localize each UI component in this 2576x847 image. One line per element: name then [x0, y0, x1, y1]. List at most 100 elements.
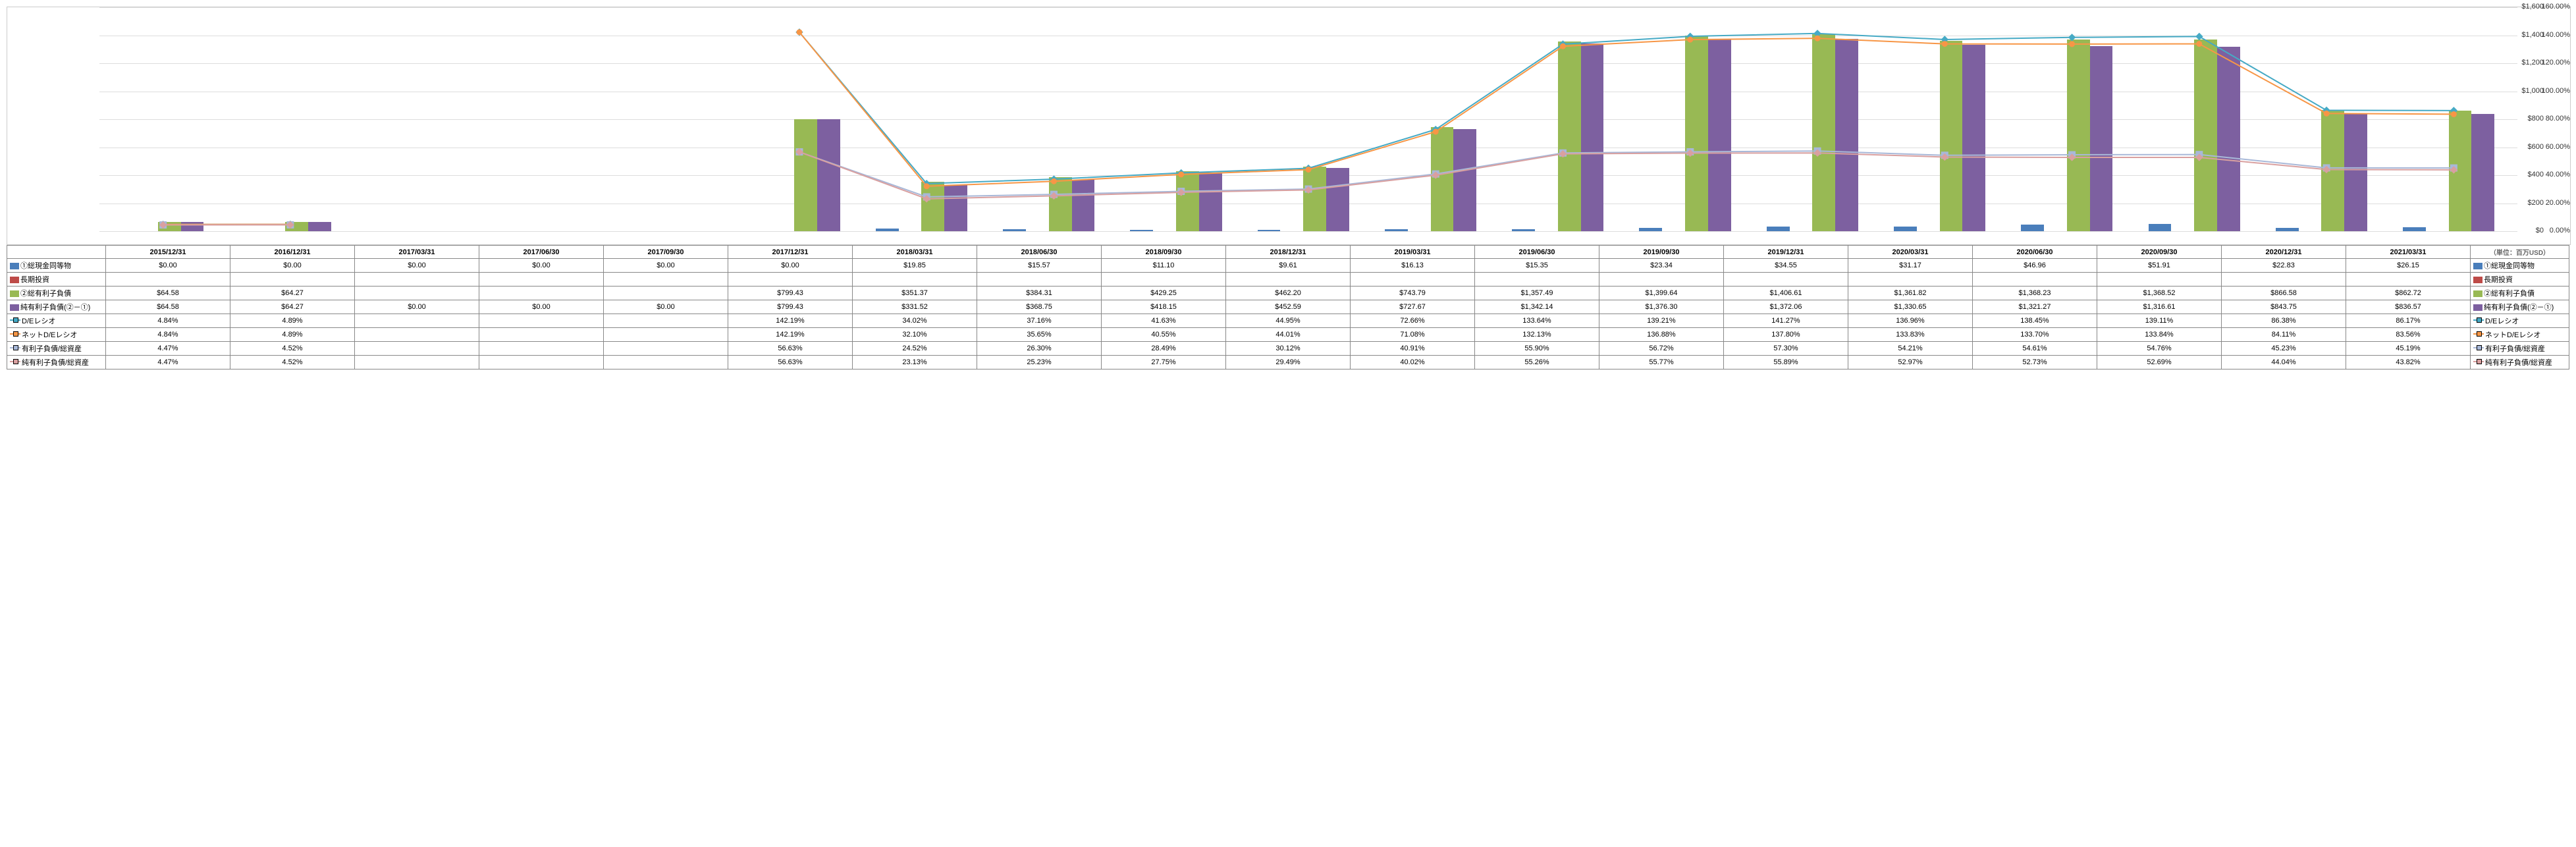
bar-netdebt — [1581, 43, 1604, 231]
data-cell: 52.97% — [1848, 356, 1973, 369]
data-cell: 83.56% — [2346, 328, 2471, 342]
bar-cash — [1894, 227, 1917, 231]
data-cell: 44.95% — [1226, 314, 1351, 328]
bar-netdebt — [1199, 173, 1222, 231]
data-cell: 52.69% — [2097, 356, 2222, 369]
data-cell — [479, 356, 604, 369]
data-cell: 23.13% — [853, 356, 977, 369]
marker-de — [796, 29, 803, 36]
data-cell: $15.57 — [977, 259, 1102, 273]
data-cell — [479, 342, 604, 356]
percent-axis-tick: 0.00% — [2541, 227, 2570, 234]
data-cell: 55.77% — [1599, 356, 1724, 369]
data-cell — [604, 273, 728, 287]
data-cell: 55.26% — [1475, 356, 1599, 369]
bar-totaldebt — [794, 119, 817, 231]
data-cell: 133.70% — [1973, 328, 2097, 342]
bar-totaldebt — [2321, 110, 2344, 231]
data-cell: 32.10% — [853, 328, 977, 342]
data-cell: $64.27 — [230, 287, 355, 300]
bar-totaldebt — [1303, 167, 1326, 231]
data-cell: $16.13 — [1351, 259, 1475, 273]
data-cell: $1,321.27 — [1973, 300, 2097, 314]
data-cell: $0.00 — [230, 259, 355, 273]
data-cell: 132.13% — [1475, 328, 1599, 342]
date-header: 2019/06/30 — [1475, 246, 1599, 259]
data-cell: 142.19% — [728, 328, 853, 342]
data-cell: 141.27% — [1724, 314, 1848, 328]
data-cell: 45.23% — [2222, 342, 2346, 356]
data-cell: 27.75% — [1102, 356, 1226, 369]
data-cell: 71.08% — [1351, 328, 1475, 342]
data-cell: 139.21% — [1599, 314, 1724, 328]
series-label-left: ①総現金同等物 — [7, 259, 106, 273]
data-cell: 139.11% — [2097, 314, 2222, 328]
data-cell: $0.00 — [604, 300, 728, 314]
data-cell: 4.52% — [230, 356, 355, 369]
bar-totaldebt — [921, 182, 944, 231]
data-cell — [355, 287, 479, 300]
data-cell: $1,342.14 — [1475, 300, 1599, 314]
series-name: 純有利子負債(②－①) — [20, 304, 90, 312]
date-header: 2015/12/31 — [106, 246, 230, 259]
bar-netdebt — [2471, 114, 2494, 231]
date-header: 2021/03/31 — [2346, 246, 2471, 259]
data-cell — [1226, 273, 1351, 287]
series-label-left: 有利子負債/総資産 — [7, 342, 106, 356]
data-cell: 4.47% — [106, 356, 230, 369]
data-cell: 136.88% — [1599, 328, 1724, 342]
data-cell: $1,372.06 — [1724, 300, 1848, 314]
series-label-left: D/Eレシオ — [7, 314, 106, 328]
series-label-left: ②総有利子負債 — [7, 287, 106, 300]
data-cell: 136.96% — [1848, 314, 1973, 328]
series-name: D/Eレシオ — [22, 317, 55, 325]
data-cell: $1,376.30 — [1599, 300, 1724, 314]
data-cell: $418.15 — [1102, 300, 1226, 314]
date-header: 2016/12/31 — [230, 246, 355, 259]
data-cell: 54.61% — [1973, 342, 2097, 356]
bar-cash — [2149, 224, 2172, 231]
data-cell: $843.75 — [2222, 300, 2346, 314]
bar-netdebt — [817, 119, 840, 231]
corner-cell — [7, 246, 106, 259]
data-cell: 45.19% — [2346, 342, 2471, 356]
data-cell: $23.34 — [1599, 259, 1724, 273]
series-name: 有利子負債/総資産 — [22, 345, 82, 353]
data-cell: $1,368.52 — [2097, 287, 2222, 300]
date-header: 2018/12/31 — [1226, 246, 1351, 259]
bar-netdebt — [1326, 168, 1349, 231]
data-cell: $1,368.23 — [1973, 287, 2097, 300]
date-header: 2019/03/31 — [1351, 246, 1475, 259]
series-name: ②総有利子負債 — [2484, 290, 2535, 298]
table-row: ②総有利子負債$64.58$64.27$799.43$351.37$384.31… — [7, 287, 2569, 300]
percent-axis-tick: 100.00% — [2541, 87, 2570, 95]
bar-netdebt — [1453, 129, 1476, 231]
data-cell — [604, 356, 728, 369]
date-header: 2017/12/31 — [728, 246, 853, 259]
data-table: 2015/12/312016/12/312017/03/312017/06/30… — [7, 245, 2569, 369]
data-cell: $368.75 — [977, 300, 1102, 314]
unit-label: （単位：百万USD） — [2471, 246, 2569, 259]
data-cell: $64.27 — [230, 300, 355, 314]
data-cell: 137.80% — [1724, 328, 1848, 342]
data-cell: 56.63% — [728, 342, 853, 356]
data-cell: 41.63% — [1102, 314, 1226, 328]
data-cell: 54.76% — [2097, 342, 2222, 356]
date-header: 2018/03/31 — [853, 246, 977, 259]
series-label-left: 長期投資 — [7, 273, 106, 287]
data-cell — [977, 273, 1102, 287]
line-legend-icon — [2473, 347, 2484, 348]
date-header: 2018/09/30 — [1102, 246, 1226, 259]
date-header: 2019/12/31 — [1724, 246, 1848, 259]
dollar-axis-tick: $1,400 — [2517, 31, 2544, 39]
data-cell: 25.23% — [977, 356, 1102, 369]
data-cell: 24.52% — [853, 342, 977, 356]
table-row: D/Eレシオ4.84%4.89%142.19%34.02%37.16%41.63… — [7, 314, 2569, 328]
line-legend-icon — [10, 361, 20, 362]
data-cell: 86.38% — [2222, 314, 2346, 328]
data-cell: 133.83% — [1848, 328, 1973, 342]
data-cell — [479, 328, 604, 342]
data-cell: $0.00 — [479, 300, 604, 314]
bar-netdebt — [2344, 113, 2367, 231]
date-header: 2019/09/30 — [1599, 246, 1724, 259]
